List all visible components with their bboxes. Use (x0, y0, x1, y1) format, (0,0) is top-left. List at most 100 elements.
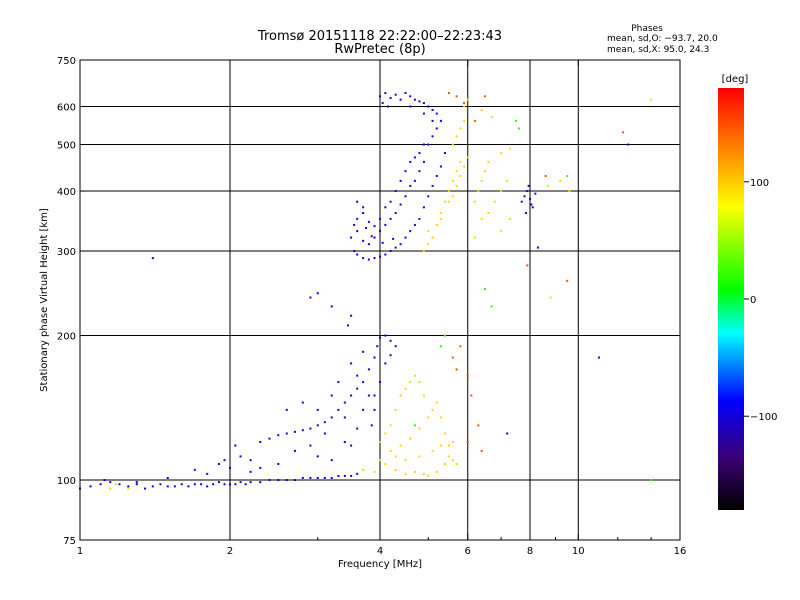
o-mode-point (431, 184, 434, 187)
o-mode-point (455, 95, 458, 98)
x-mode-point (490, 305, 493, 308)
o-mode-point (520, 200, 523, 203)
o-mode-point (337, 408, 340, 411)
o-mode-point (389, 97, 392, 100)
x-mode-point (379, 459, 381, 462)
o-mode-point (99, 483, 102, 486)
o-mode-point (239, 481, 242, 484)
x-mode-point (418, 381, 421, 384)
o-mode-point (323, 421, 326, 424)
o-mode-point (316, 455, 319, 458)
o-mode-point (362, 206, 365, 209)
o-mode-point (330, 459, 333, 462)
x-mode-point (509, 217, 512, 220)
o-mode-point (394, 246, 397, 249)
x-mode-point (443, 462, 446, 465)
x-mode-point (384, 432, 387, 435)
o-mode-point (480, 449, 483, 452)
o-mode-point (362, 350, 365, 353)
o-mode-point (451, 356, 454, 359)
o-mode-point (413, 98, 416, 101)
x-mode-point (418, 427, 421, 430)
o-mode-point (367, 258, 370, 261)
x-mode-point (463, 105, 466, 108)
o-mode-point (439, 165, 442, 168)
o-mode-point (143, 487, 146, 490)
o-mode-point (526, 190, 529, 193)
colorbar-tick-label: 0 (750, 295, 756, 306)
x-mode-point (443, 432, 446, 435)
x-mode-point (439, 212, 442, 215)
o-mode-point (435, 127, 438, 130)
o-mode-point (376, 345, 379, 348)
x-mode-point (427, 416, 430, 419)
y-tick-label: 200 (57, 332, 76, 343)
x-mode-point (435, 470, 438, 473)
x-mode-point (480, 217, 483, 220)
y-tick-label: 750 (57, 56, 76, 67)
y-axis-label: Stationary phase Virtual Height [km] (39, 208, 50, 392)
o-mode-point (367, 368, 370, 371)
x-mode-point (399, 394, 402, 397)
o-mode-point (394, 190, 397, 193)
o-mode-point (309, 296, 312, 299)
y-tick-label: 400 (57, 187, 76, 198)
x-mode-point (493, 200, 496, 203)
o-mode-point (566, 279, 569, 282)
o-mode-point (524, 212, 527, 215)
o-mode-point (206, 472, 209, 475)
o-mode-point (384, 223, 387, 226)
chart-title: Tromsø 20151118 22:22:00–22:23:43 (257, 29, 502, 44)
o-mode-point (223, 483, 226, 486)
o-mode-point (466, 374, 469, 377)
o-mode-point (447, 92, 450, 95)
o-mode-point (409, 105, 412, 108)
o-mode-point (285, 432, 288, 435)
x-mode-point (409, 437, 412, 440)
x-mode-point (379, 441, 381, 444)
x-mode-point (413, 470, 416, 473)
o-mode-point (531, 206, 534, 209)
o-mode-point (212, 483, 215, 486)
o-mode-point (323, 476, 326, 479)
o-mode-point (135, 483, 138, 486)
x-mode-point (547, 184, 550, 187)
x-mode-point (404, 459, 407, 462)
o-mode-point (362, 239, 365, 242)
o-mode-point (443, 152, 446, 155)
x-mode-point (466, 156, 469, 159)
o-mode-point (309, 444, 312, 447)
o-mode-point (373, 408, 376, 411)
o-mode-point (330, 305, 333, 308)
o-mode-point (399, 243, 402, 246)
x-mode-point (517, 127, 520, 130)
x-mode-point (463, 119, 466, 122)
o-mode-point (379, 217, 381, 220)
x-tick-label: 8 (527, 546, 533, 557)
x-mode-point (389, 449, 392, 452)
x-mode-point (114, 483, 117, 486)
x-mode-point (490, 116, 493, 119)
o-mode-point (455, 368, 458, 371)
o-mode-point (249, 470, 252, 473)
x-mode-point (447, 190, 450, 193)
o-mode-point (466, 441, 469, 444)
o-mode-point (109, 481, 112, 484)
x-mode-point (394, 455, 397, 458)
o-mode-point (544, 174, 547, 177)
o-mode-point (353, 250, 356, 253)
x-mode-point (439, 217, 442, 220)
o-mode-point (193, 483, 196, 486)
o-mode-point (118, 483, 121, 486)
o-mode-point (473, 119, 476, 122)
o-mode-point (309, 476, 312, 479)
o-mode-point (206, 485, 209, 488)
o-mode-point (193, 468, 196, 471)
x-mode-point (459, 160, 462, 163)
x-tick-label: 4 (377, 546, 383, 557)
y-tick-label: 75 (63, 536, 76, 547)
o-mode-point (362, 257, 365, 260)
o-mode-point (268, 479, 271, 482)
o-mode-point (362, 381, 365, 384)
o-mode-point (534, 192, 537, 195)
